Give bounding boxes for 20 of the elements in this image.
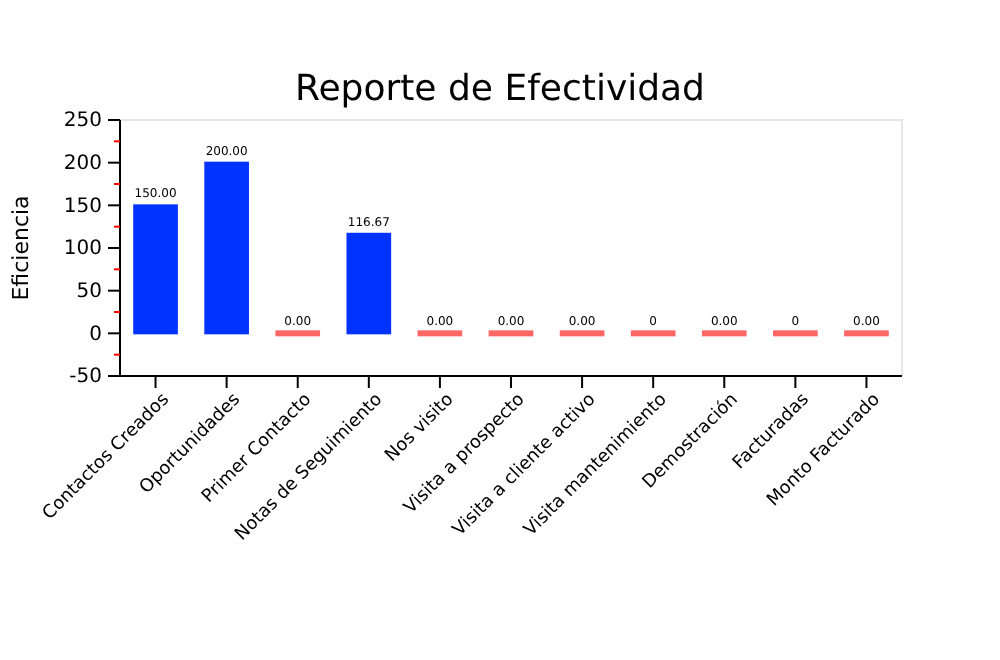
bar <box>275 330 321 337</box>
bar <box>559 330 605 337</box>
chart-title: Reporte de Efectividad <box>295 68 705 110</box>
y-tick-label: 200 <box>63 153 102 176</box>
bar <box>630 330 676 337</box>
bar <box>204 161 249 335</box>
bar <box>844 330 889 337</box>
y-tick-label: 250 <box>63 110 102 133</box>
y-tick-label: 0 <box>89 323 102 346</box>
y-axis-title: Eficiencia <box>8 195 34 301</box>
bar <box>133 204 178 335</box>
bar <box>773 330 818 337</box>
bar <box>488 330 534 337</box>
y-tick-label: 50 <box>76 281 102 304</box>
y-tick-label: 100 <box>63 238 102 261</box>
bar <box>346 232 392 335</box>
bar <box>701 330 747 337</box>
bar <box>417 330 463 337</box>
y-tick-label: 150 <box>63 195 102 218</box>
y-tick-label: -50 <box>69 366 102 389</box>
